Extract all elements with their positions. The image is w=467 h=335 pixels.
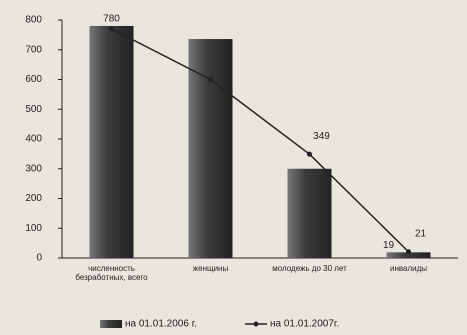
y-tick-label: 800	[25, 15, 42, 26]
line-marker	[208, 77, 213, 82]
y-tick-label: 300	[25, 163, 42, 174]
legend-marker	[253, 321, 259, 327]
legend-label: на 01.01.2006 г.	[125, 319, 197, 330]
y-tick-label: 700	[25, 44, 42, 55]
x-tick-label: инвалиды	[389, 264, 428, 273]
bar	[89, 25, 134, 259]
bar	[386, 252, 431, 258]
legend-swatch	[100, 320, 122, 328]
bar-value-label: 780	[103, 14, 120, 25]
line-value-label: 349	[313, 131, 330, 142]
line-marker	[406, 249, 411, 255]
y-tick-label: 500	[25, 104, 42, 115]
line-value-label: 21	[415, 228, 427, 239]
y-tick-label: 100	[25, 223, 42, 234]
x-tick-label-box: женщины	[192, 264, 229, 273]
y-tick-label: 400	[25, 134, 42, 145]
x-tick-label-box: молодежь до 30 лет	[272, 264, 347, 273]
line	[111, 28, 410, 253]
y-tick-label: 600	[25, 74, 42, 85]
y-tick-label: 0	[36, 253, 42, 264]
x-tick-label: женщины	[192, 264, 229, 273]
bar-value-label: 19	[383, 240, 395, 251]
x-tick-label-box: численность безработных, всего	[75, 264, 148, 282]
line-marker	[307, 151, 312, 157]
x-tick-label: молодежь до 30 лет	[272, 264, 347, 273]
line-marker	[109, 26, 114, 32]
bar	[188, 39, 233, 258]
x-tick-label-box: инвалиды	[389, 264, 428, 273]
y-tick-label: 200	[25, 193, 42, 204]
x-tick-label: численность безработных, всего	[75, 264, 148, 282]
bar	[287, 168, 332, 258]
legend-label: на 01.01.2007г.	[270, 319, 339, 330]
